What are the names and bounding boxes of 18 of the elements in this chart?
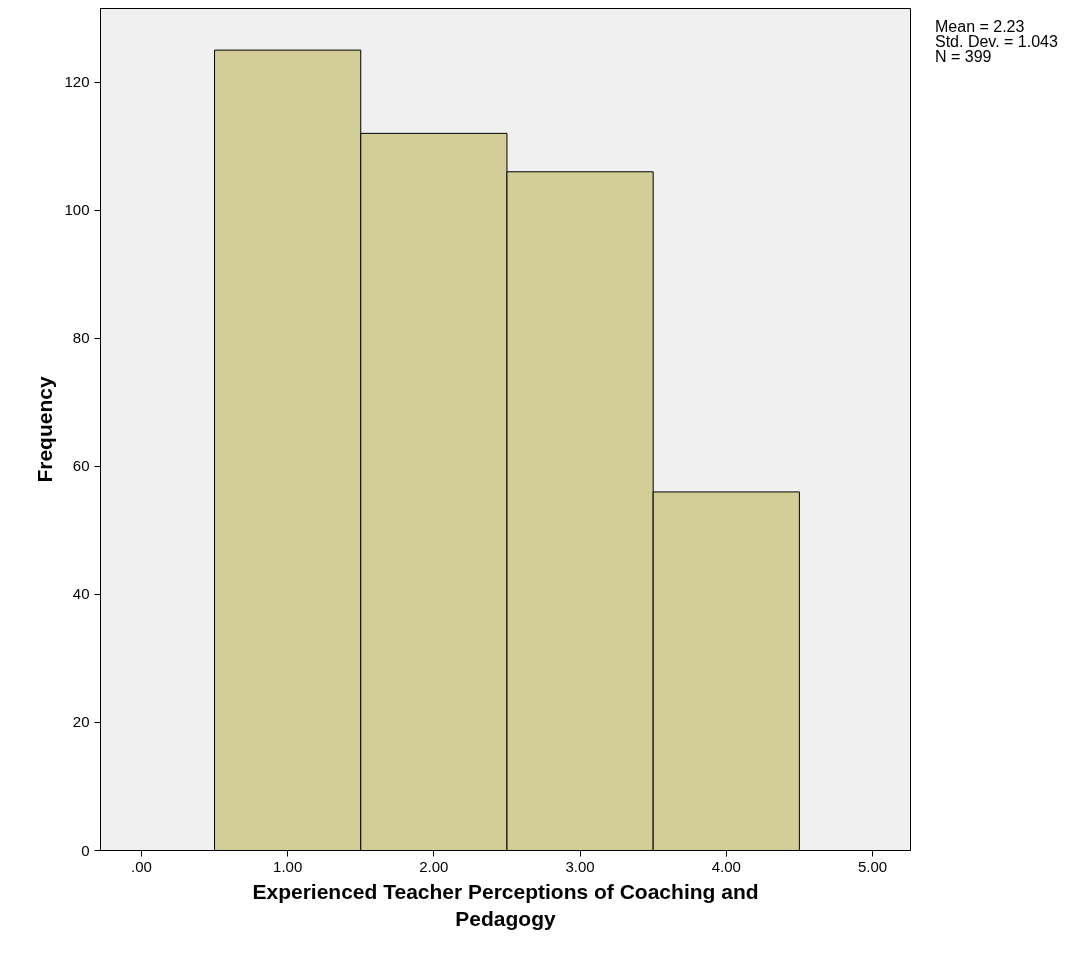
x-tick-label: 4.00 [711, 857, 741, 875]
x-axis-title: Experienced Teacher Perceptions of Coaching and Pedagogy [252, 879, 759, 931]
y-tick-label: 40 [72, 585, 90, 603]
y-axis-title: Frequency [33, 376, 57, 483]
y-tick-label: 20 [72, 713, 90, 731]
text: N = 399 [935, 48, 992, 65]
y-tick-label: 60 [72, 457, 90, 475]
y-tick-label: 0 [81, 841, 90, 859]
text: Std. Dev. = 1.043 [935, 33, 1058, 50]
x-tick-label: 5.00 [857, 857, 888, 875]
x-tick-label: 2.00 [419, 857, 449, 875]
text: Mean = 2.23 [935, 18, 1025, 35]
x-tick-label: 3.00 [565, 857, 595, 875]
y-tick-label: 100 [64, 201, 90, 219]
x-tick-label: .00 [131, 857, 152, 875]
x-tick-label: 1.00 [273, 857, 303, 875]
y-tick-label: 120 [64, 73, 90, 91]
y-tick-label: 80 [72, 329, 90, 347]
